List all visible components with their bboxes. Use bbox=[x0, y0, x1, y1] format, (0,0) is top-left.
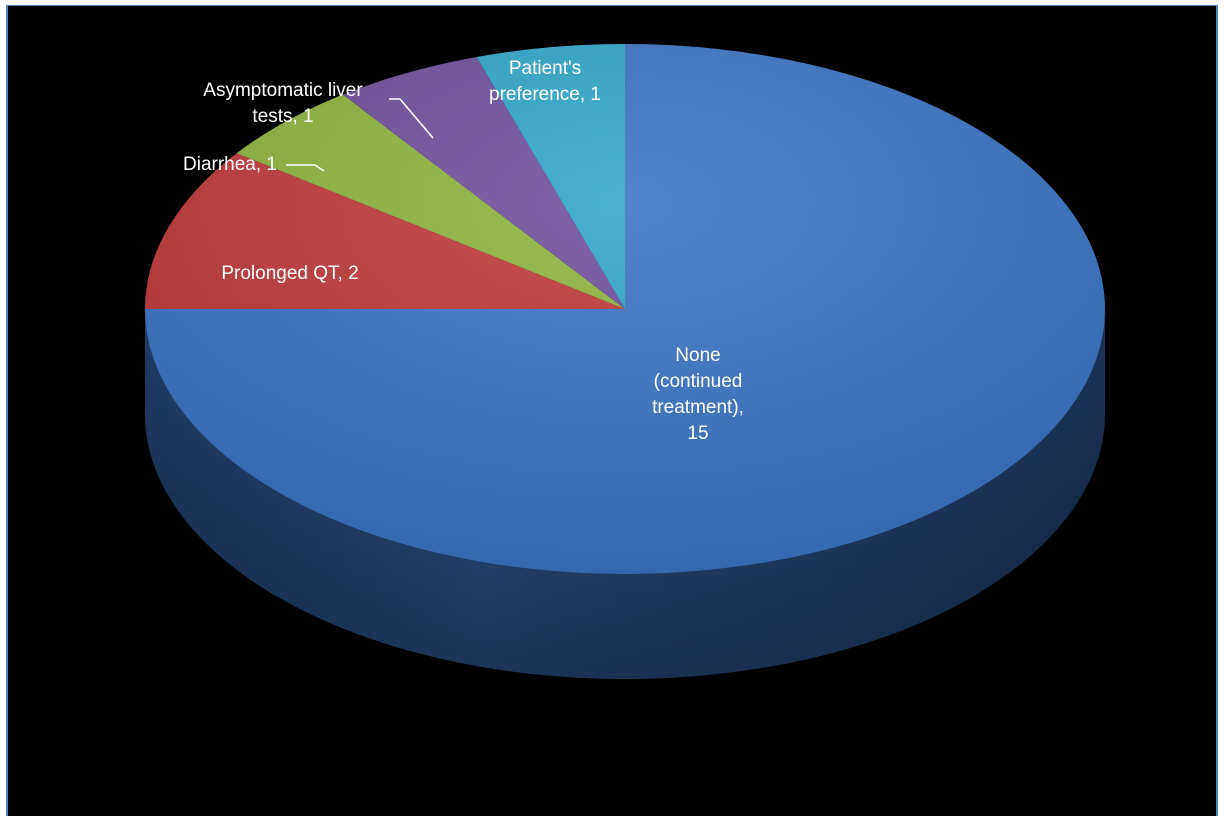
data-label-line: Patient's bbox=[509, 58, 581, 79]
data-label-line: preference, 1 bbox=[489, 84, 601, 105]
pie-side-shade bbox=[145, 309, 1105, 679]
data-label-line: tests, 1 bbox=[252, 106, 313, 127]
data-label-3: Diarrhea, 1 bbox=[183, 154, 277, 175]
leader-line-4 bbox=[389, 98, 434, 139]
data-label-line: 15 bbox=[687, 423, 708, 444]
data-label-line: treatment), bbox=[652, 397, 744, 418]
pie-top-gloss bbox=[145, 44, 1105, 574]
data-label-5: Patient's preference, 1 bbox=[489, 58, 601, 105]
data-label-4: Asymptomatic liver tests, 1 bbox=[203, 80, 363, 127]
chart-area: None (continued treatment), 15 Prolonged QT,… bbox=[6, 5, 1218, 816]
data-label-line: (continued bbox=[654, 371, 743, 392]
leader-line-3 bbox=[286, 164, 325, 172]
data-label-2: Prolonged QT, 2 bbox=[221, 263, 358, 284]
pie-chart: None (continued treatment), 15 Prolonged QT,… bbox=[145, 44, 1105, 679]
data-label-line: Prolonged QT, 2 bbox=[221, 263, 358, 284]
data-label-1: None (continued treatment), 15 bbox=[652, 345, 744, 444]
data-label-line: Diarrhea, 1 bbox=[183, 154, 277, 175]
data-label-line: Asymptomatic liver bbox=[203, 80, 363, 101]
data-label-line: None bbox=[675, 345, 720, 366]
